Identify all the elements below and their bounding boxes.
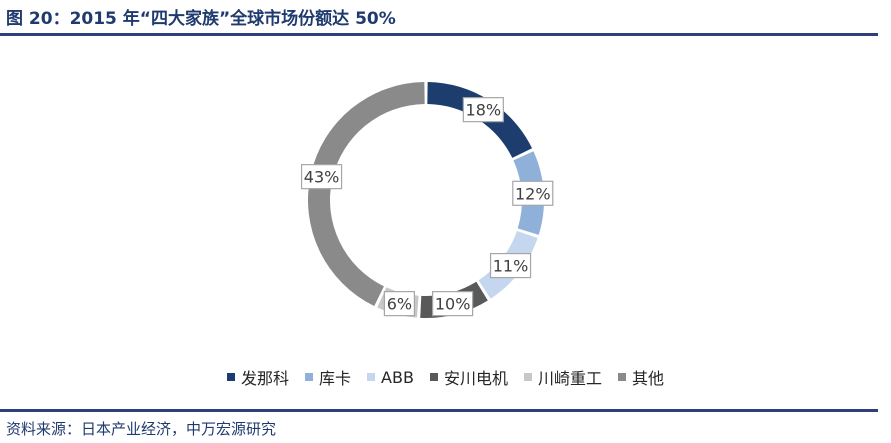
legend-item-1: 库卡: [305, 365, 351, 389]
footer-divider: [0, 409, 878, 412]
legend-swatch: [429, 373, 438, 381]
legend-item-4: 川崎重工: [523, 365, 602, 389]
source-note: 资料来源：日本产业经济，中万宏源研究: [6, 420, 277, 438]
slice-label-4: 6%: [383, 291, 415, 317]
title-divider: [0, 33, 878, 36]
slice-label-0: 18%: [462, 97, 504, 123]
svg-text:6%: 6%: [387, 295, 412, 314]
legend-item-3: 安川电机: [429, 365, 508, 389]
legend-item-2: ABB: [367, 365, 414, 389]
legend-swatch: [227, 373, 235, 381]
legend-label: 发那科: [241, 369, 290, 388]
legend-label: 川崎重工: [537, 369, 602, 388]
legend-label: 安川电机: [443, 369, 508, 388]
svg-text:10%: 10%: [435, 295, 471, 314]
chart-legend: 发那科 库卡 ABB 安川电机 川崎重工 其他: [0, 365, 891, 389]
svg-text:18%: 18%: [466, 101, 502, 120]
donut-chart: 18% 12% 11% 10% 6% 43%: [300, 82, 554, 319]
legend-label: ABB: [381, 367, 414, 387]
legend-label: 库卡: [319, 369, 352, 388]
slice-label-1: 12%: [512, 180, 554, 206]
svg-text:43%: 43%: [304, 168, 340, 187]
svg-text:12%: 12%: [515, 184, 551, 203]
legend-swatch: [367, 373, 376, 381]
legend-swatch: [523, 373, 532, 381]
slice-label-5: 43%: [300, 164, 343, 190]
legend-swatch: [617, 373, 626, 381]
legend-swatch: [305, 373, 314, 381]
page-title: 图 20：2015 年“四大家族”全球市场份额达 50%: [6, 9, 396, 29]
legend-item-0: 发那科: [227, 365, 289, 389]
legend-label: 其他: [631, 369, 664, 388]
slice-label-3: 10%: [432, 291, 474, 317]
donut-slice-5: [307, 82, 425, 307]
svg-text:11%: 11%: [493, 257, 529, 276]
legend-item-5: 其他: [617, 365, 664, 389]
slice-label-2: 11%: [489, 252, 532, 279]
